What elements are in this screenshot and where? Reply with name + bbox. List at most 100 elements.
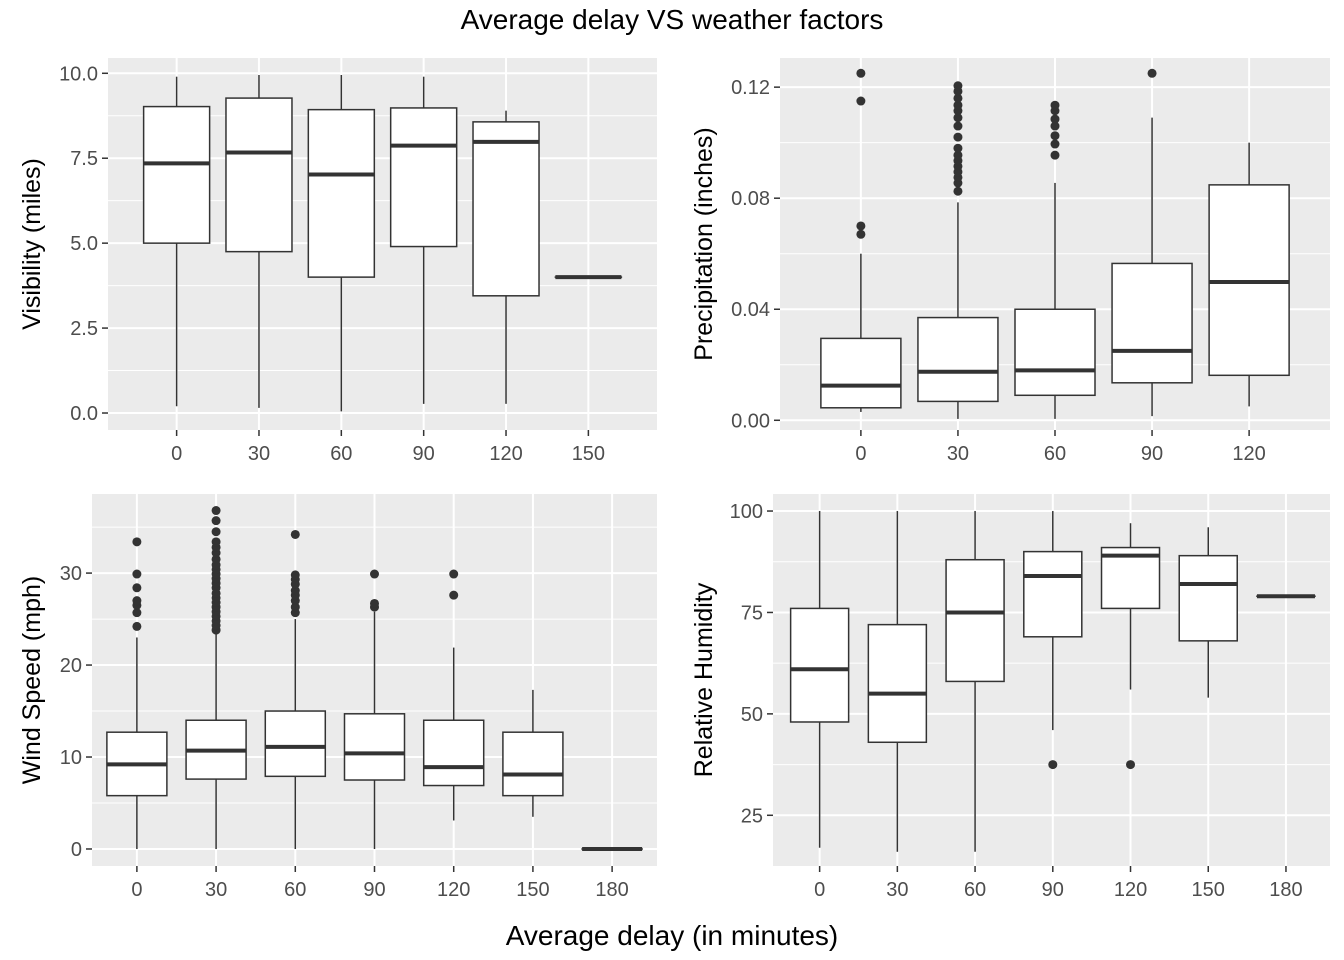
outlier-point	[211, 516, 221, 526]
x-tick-label: 90	[1141, 443, 1163, 465]
y-axis-label: Relative Humidity	[690, 582, 718, 777]
outlier-point	[953, 113, 963, 123]
outlier-point	[290, 529, 300, 539]
box-iqr	[225, 97, 293, 253]
outlier-point	[856, 96, 866, 106]
outlier-point	[370, 598, 379, 608]
x-tick-label: 0	[171, 443, 182, 465]
y-tick-label: 10.0	[59, 63, 98, 85]
outlier-point	[856, 229, 866, 239]
box-60	[1014, 100, 1096, 419]
y-tick-label: 0.00	[731, 410, 770, 432]
box-iqr	[502, 731, 564, 797]
box-0	[106, 537, 168, 849]
box-iqr	[307, 108, 376, 278]
box-0	[789, 511, 850, 848]
box-30	[185, 506, 247, 849]
outlier-point	[856, 68, 866, 78]
x-tick-label: 180	[595, 879, 628, 901]
x-tick-label: 0	[855, 443, 866, 465]
panel-relative-humidity: 25 50 75 100 0 30 60 90 120 150 180 Relative Humidi…	[690, 494, 1330, 901]
y-tick-label: 50	[741, 704, 763, 726]
outlier-point	[290, 570, 300, 580]
outlier-point	[1050, 121, 1060, 131]
outlier-point	[132, 569, 142, 579]
outlier-point	[211, 506, 221, 516]
box-30	[917, 81, 999, 419]
box-150	[502, 689, 564, 817]
box-120	[472, 110, 540, 404]
outlier-point	[290, 602, 300, 612]
x-tick-label: 120	[489, 443, 522, 465]
x-tick-label: 120	[1232, 443, 1265, 465]
outlier-point	[449, 569, 459, 579]
box-iqr	[1111, 262, 1193, 384]
x-tick-label: 30	[886, 879, 908, 901]
x-tick-label: 30	[205, 879, 227, 901]
box-30	[225, 74, 293, 408]
box-90	[1111, 68, 1193, 417]
outlier-point	[132, 608, 142, 618]
y-tick-label: 75	[741, 602, 763, 624]
outlier-point	[211, 537, 221, 547]
y-tick-label: 7.5	[70, 148, 98, 170]
outlier-point	[856, 221, 866, 231]
outlier-point	[449, 590, 459, 600]
box-iqr	[867, 623, 928, 744]
x-tick-label: 60	[1044, 443, 1066, 465]
x-tick-label: 90	[363, 879, 385, 901]
outlier-point	[953, 132, 963, 142]
outlier-point	[1050, 131, 1060, 141]
box-iqr	[142, 105, 211, 244]
panel-background	[773, 494, 1330, 866]
x-tick-label: 120	[1114, 879, 1147, 901]
y-tick-label: 30	[60, 563, 82, 585]
box-iqr	[1023, 550, 1083, 638]
box-60	[307, 74, 376, 412]
outlier-point	[953, 150, 963, 160]
outlier-point	[132, 621, 142, 631]
box-iqr	[264, 710, 327, 778]
box-iqr	[820, 337, 902, 409]
y-tick-label: 0	[71, 839, 82, 861]
x-tick-label: 90	[1042, 879, 1064, 901]
y-tick-label: 0.0	[70, 403, 98, 425]
box-120	[1208, 142, 1290, 407]
box-90	[1023, 511, 1083, 770]
x-tick-label: 150	[516, 879, 549, 901]
box-60	[945, 511, 1005, 852]
box-0	[142, 76, 211, 407]
chart-title: Average delay VS weather factors	[460, 4, 884, 35]
box-iqr	[1178, 554, 1238, 642]
outlier-point	[1050, 139, 1060, 149]
panel-precipitation: 0.00 0.04 0.08 0.12 0 30 60 90 120 Precipitation …	[690, 58, 1330, 465]
box-120	[422, 569, 485, 821]
y-tick-label: 0.04	[731, 299, 770, 321]
y-tick-label: 2.5	[70, 318, 98, 340]
y-tick-label: 5.0	[70, 233, 98, 255]
x-tick-label: 0	[814, 879, 825, 901]
outlier-point	[1050, 150, 1060, 160]
outlier-point	[1126, 760, 1136, 770]
outlier-point	[132, 596, 142, 606]
outlier-point	[953, 186, 963, 196]
x-axis-label: Average delay (in minutes)	[505, 920, 839, 951]
y-axis-label: Visibility (miles)	[18, 158, 46, 330]
box-iqr	[945, 558, 1005, 683]
outlier-point	[953, 143, 963, 153]
box-90	[389, 76, 458, 404]
y-tick-label: 0.08	[731, 188, 770, 210]
x-tick-label: 60	[964, 879, 986, 901]
y-axis-label: Wind Speed (mph)	[18, 576, 46, 784]
box-iqr	[472, 121, 540, 297]
box-iqr	[789, 607, 850, 723]
outlier-point	[211, 527, 221, 537]
outlier-point	[953, 121, 963, 131]
panel-visibility: 0.0 2.5 5.0 7.5 10.0 0 30 60 90 120 150 Visibility …	[18, 58, 657, 465]
box-iqr	[343, 713, 406, 781]
box-iqr	[389, 107, 458, 248]
outlier-point	[1050, 100, 1060, 110]
y-axis-label: Precipitation (inches)	[690, 127, 718, 360]
box-90	[343, 569, 406, 849]
